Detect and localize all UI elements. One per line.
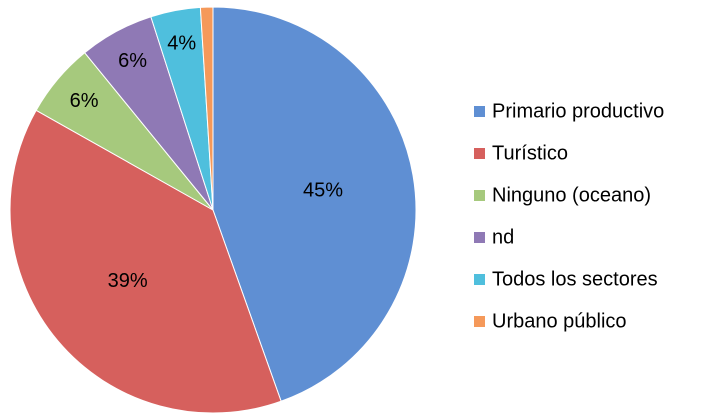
legend-swatch	[474, 106, 485, 117]
legend-swatch	[474, 232, 485, 243]
legend-swatch	[474, 274, 485, 285]
data-label: 6%	[118, 50, 147, 72]
legend-label: Turístico	[492, 142, 568, 164]
pie-slice	[199, 6, 214, 211]
legend-label: Urbano público	[492, 310, 627, 332]
pie-slice	[9, 109, 282, 414]
data-label: 6%	[70, 90, 99, 112]
data-label: 4%	[167, 33, 196, 55]
data-label: 45%	[303, 179, 343, 201]
legend: Primario productivo Turístico Ninguno (oce…	[474, 100, 664, 332]
data-label: 39%	[108, 270, 148, 292]
legend-swatch	[474, 190, 485, 201]
legend-swatch	[474, 148, 485, 159]
legend-swatch	[474, 316, 485, 327]
pie: 45% 39% 6% 6% 4%	[9, 6, 417, 414]
legend-label: Ninguno (oceano)	[492, 184, 651, 206]
legend-label: nd	[492, 226, 514, 248]
pie-slice	[212, 6, 417, 402]
legend-label: Todos los sectores	[492, 268, 658, 290]
legend-label: Primario productivo	[492, 100, 664, 122]
